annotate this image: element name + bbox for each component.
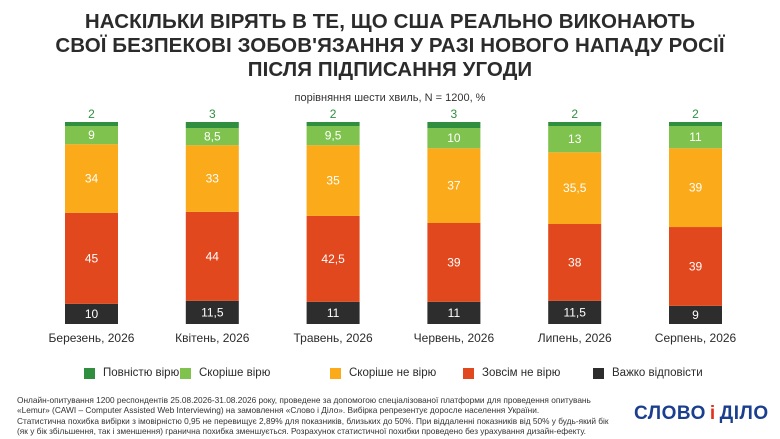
data-label: 11	[689, 130, 702, 144]
data-label: 2	[330, 107, 337, 121]
data-label: 42,5	[321, 252, 345, 266]
data-label: 9,5	[325, 129, 342, 143]
bar-segment	[306, 126, 360, 146]
x-tick-label: Березень, 2026	[49, 331, 135, 345]
bar-segment	[669, 305, 722, 324]
bar-segment	[306, 215, 360, 302]
legend-item: Скоріше вірю	[180, 367, 270, 379]
bar-segment	[306, 145, 360, 216]
legend-label: Зовсім не вірю	[482, 367, 561, 379]
legend-label: Скоріше вірю	[199, 367, 271, 379]
bar-segment	[65, 212, 118, 304]
bar-segment	[548, 122, 602, 127]
bar-segment	[185, 128, 239, 146]
bar-segment	[185, 145, 239, 212]
data-label: 11,5	[563, 305, 586, 319]
legend-swatch	[330, 367, 341, 379]
stacked-bar-chart: 10 45 34 9 2 Березень, 2026 11,5 44 33 8,5 3 Квітен…	[49, 107, 737, 345]
bar-segment	[185, 122, 239, 129]
data-label: 45	[85, 251, 99, 265]
logo-word-mid: і	[709, 403, 716, 424]
data-label: 10	[85, 307, 99, 321]
data-label: 38	[568, 255, 582, 269]
data-label: 9	[692, 308, 699, 322]
bar-segment	[427, 128, 481, 149]
footer-line-4: (як у бік збільшення, так і зменшення) г…	[17, 425, 586, 436]
data-label: 44	[206, 249, 220, 263]
logo-word-left: СЛОВО	[634, 403, 706, 424]
data-label: 8,5	[204, 130, 221, 144]
bar-segment	[669, 227, 722, 306]
legend-item: Скоріше не вірю	[330, 367, 436, 379]
title-line-3: ПІСЛЯ ПІДПИСАННЯ УГОДИ	[247, 58, 533, 81]
chart-subtitle: порівняння шести хвиль, N = 1200, %	[294, 92, 486, 104]
title-line-1: НАСКІЛЬКИ ВІРЯТЬ В ТЕ, ЩО США РЕАЛЬНО ВИ…	[84, 10, 696, 33]
x-tick-label: Червень, 2026	[414, 331, 495, 345]
x-tick-label: Серпень, 2026	[655, 331, 737, 345]
methodology-note: Онлайн-опитування 1200 респондентів 25.0…	[17, 395, 609, 436]
legend-item: Повністю вірю	[84, 367, 179, 379]
bar-segment	[427, 148, 481, 223]
chart-title: НАСКІЛЬКИ ВІРЯТЬ В ТЕ, ЩО США РЕАЛЬНО ВИ…	[0, 10, 780, 82]
data-label: 9	[88, 128, 95, 142]
data-label: 39	[689, 181, 703, 195]
data-label: 11	[448, 306, 461, 320]
data-label: 2	[88, 107, 95, 121]
data-label: 11,5	[201, 305, 224, 319]
data-label: 35,5	[563, 181, 587, 195]
bar-segment	[669, 148, 722, 228]
legend-label: Повністю вірю	[103, 367, 180, 379]
brand-logo: СЛОВО і ДІЛО	[634, 401, 769, 427]
bar-segment	[427, 301, 481, 324]
data-label: 37	[447, 179, 461, 193]
legend-label: Скоріше не вірю	[349, 367, 437, 379]
data-label: 35	[326, 174, 340, 188]
bar-segment	[185, 300, 239, 324]
legend-swatch	[593, 367, 604, 379]
data-label: 39	[689, 259, 703, 273]
bar-segment	[65, 126, 118, 145]
legend-swatch	[463, 367, 474, 379]
bar-segment	[548, 300, 602, 324]
legend-swatch	[180, 367, 191, 379]
x-tick-label: Липень, 2026	[538, 331, 612, 345]
data-label: 10	[447, 131, 461, 145]
bar-segment	[548, 126, 602, 153]
data-label: 3	[209, 107, 216, 121]
bar-segment	[65, 303, 118, 324]
logo-word-right: ДІЛО	[719, 403, 769, 424]
data-label: 13	[568, 132, 582, 146]
bar-segment	[548, 152, 602, 225]
x-tick-label: Травень, 2026	[294, 331, 373, 345]
bar-segment	[185, 211, 239, 301]
data-label: 2	[692, 107, 699, 121]
footer-line-2: «Lemur» (CAWI – Computer Assisted Web In…	[17, 405, 540, 416]
bar-segment	[306, 301, 360, 324]
data-label: 34	[85, 172, 99, 186]
bar-segment	[427, 122, 481, 129]
data-label: 33	[206, 172, 220, 186]
x-tick-label: Квітень, 2026	[175, 331, 250, 345]
bar-segment	[306, 122, 360, 127]
title-line-2: СВОЇ БЕЗПЕКОВІ ЗОБОВ'ЯЗАННЯ У РАЗІ НОВОГ…	[55, 34, 725, 57]
footer-line-3: Статистична похибка вибірки з імовірніст…	[17, 415, 609, 426]
bar-segment	[65, 122, 118, 127]
legend-item: Зовсім не вірю	[463, 367, 560, 379]
data-label: 3	[451, 107, 458, 121]
bar-segment	[65, 144, 118, 213]
legend-swatch	[84, 367, 95, 379]
data-label: 11	[327, 306, 340, 320]
legend-item: Важко відповісти	[593, 367, 703, 379]
bar-segment	[548, 224, 602, 301]
bar-segment	[669, 122, 722, 127]
data-label: 39	[447, 255, 461, 269]
data-label: 2	[571, 107, 578, 121]
bar-segment	[669, 126, 722, 149]
legend-label: Важко відповісти	[612, 367, 703, 379]
footer-line-1: Онлайн-опитування 1200 респондентів 25.0…	[17, 395, 591, 405]
bar-segment	[427, 223, 481, 302]
